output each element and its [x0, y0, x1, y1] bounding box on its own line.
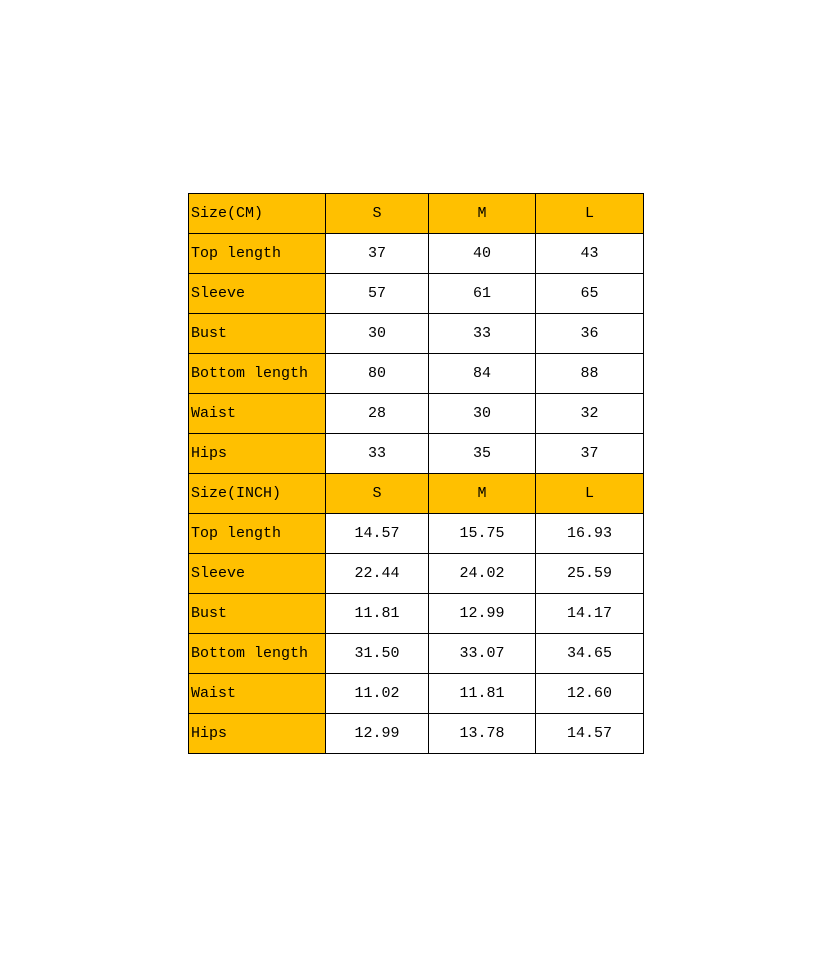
value-cell: 31.50 — [325, 633, 429, 674]
value-cell: 24.02 — [428, 553, 536, 594]
table-row: Bottom length 31.50 33.07 34.65 — [188, 633, 644, 674]
value-cell: 34.65 — [535, 633, 644, 674]
value-cell: 14.57 — [325, 513, 429, 554]
table-row: Sleeve 22.44 24.02 25.59 — [188, 553, 644, 594]
size-header-cell: L — [535, 473, 644, 514]
value-cell: 11.81 — [428, 673, 536, 714]
table-row: Top length 37 40 43 — [188, 233, 644, 274]
value-cell: 43 — [535, 233, 644, 274]
value-cell: 37 — [325, 233, 429, 274]
table-row: Bottom length 80 84 88 — [188, 353, 644, 394]
value-cell: 84 — [428, 353, 536, 394]
measurement-label-cell: Top length — [188, 233, 326, 274]
value-cell: 32 — [535, 393, 644, 434]
measurement-label-cell: Sleeve — [188, 273, 326, 314]
value-cell: 37 — [535, 433, 644, 474]
value-cell: 16.93 — [535, 513, 644, 554]
measurement-label-cell: Hips — [188, 713, 326, 754]
value-cell: 12.99 — [428, 593, 536, 634]
value-cell: 57 — [325, 273, 429, 314]
header-row: Size(INCH) S M L — [188, 473, 644, 514]
measurement-label-cell: Waist — [188, 393, 326, 434]
table-row: Bust 11.81 12.99 14.17 — [188, 593, 644, 634]
measurement-label-cell: Sleeve — [188, 553, 326, 594]
table-row: Waist 28 30 32 — [188, 393, 644, 434]
value-cell: 13.78 — [428, 713, 536, 754]
value-cell: 88 — [535, 353, 644, 394]
table-row: Hips 33 35 37 — [188, 433, 644, 474]
value-cell: 28 — [325, 393, 429, 434]
value-cell: 30 — [428, 393, 536, 434]
size-header-cell: S — [325, 473, 429, 514]
value-cell: 25.59 — [535, 553, 644, 594]
unit-header-cell: Size(CM) — [188, 193, 326, 234]
table-row: Hips 12.99 13.78 14.57 — [188, 713, 644, 754]
measurement-label-cell: Waist — [188, 673, 326, 714]
value-cell: 36 — [535, 313, 644, 354]
measurement-label-cell: Hips — [188, 433, 326, 474]
value-cell: 80 — [325, 353, 429, 394]
value-cell: 12.60 — [535, 673, 644, 714]
value-cell: 61 — [428, 273, 536, 314]
value-cell: 22.44 — [325, 553, 429, 594]
table-row: Waist 11.02 11.81 12.60 — [188, 673, 644, 714]
value-cell: 11.02 — [325, 673, 429, 714]
size-header-cell: M — [428, 473, 536, 514]
value-cell: 12.99 — [325, 713, 429, 754]
value-cell: 15.75 — [428, 513, 536, 554]
value-cell: 14.57 — [535, 713, 644, 754]
value-cell: 30 — [325, 313, 429, 354]
size-header-cell: S — [325, 193, 429, 234]
table-row: Bust 30 33 36 — [188, 313, 644, 354]
value-cell: 33 — [325, 433, 429, 474]
unit-header-cell: Size(INCH) — [188, 473, 326, 514]
size-chart-table: Size(CM) S M L Top length 37 40 43 Sleeve 57 61 65 B… — [188, 193, 644, 754]
measurement-label-cell: Bust — [188, 593, 326, 634]
measurement-label-cell: Bust — [188, 313, 326, 354]
value-cell: 40 — [428, 233, 536, 274]
value-cell: 65 — [535, 273, 644, 314]
value-cell: 35 — [428, 433, 536, 474]
measurement-label-cell: Bottom length — [188, 633, 326, 674]
value-cell: 11.81 — [325, 593, 429, 634]
value-cell: 33 — [428, 313, 536, 354]
size-header-cell: L — [535, 193, 644, 234]
value-cell: 14.17 — [535, 593, 644, 634]
table-row: Top length 14.57 15.75 16.93 — [188, 513, 644, 554]
size-header-cell: M — [428, 193, 536, 234]
table-row: Sleeve 57 61 65 — [188, 273, 644, 314]
value-cell: 33.07 — [428, 633, 536, 674]
measurement-label-cell: Bottom length — [188, 353, 326, 394]
measurement-label-cell: Top length — [188, 513, 326, 554]
header-row: Size(CM) S M L — [188, 193, 644, 234]
